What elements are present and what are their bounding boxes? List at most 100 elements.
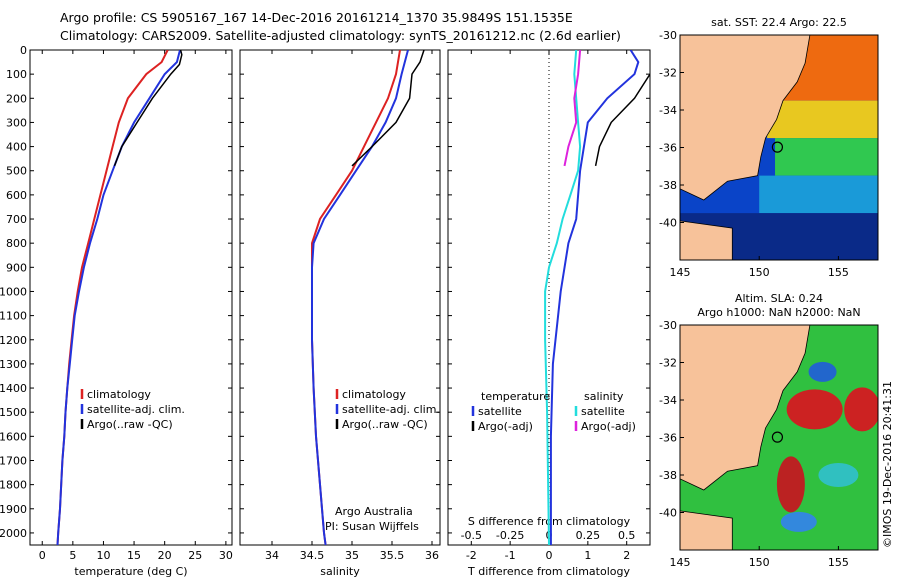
x-tick-label: -2 xyxy=(466,549,477,562)
land-tasmania xyxy=(680,510,733,550)
legend-title: temperature xyxy=(481,390,550,403)
land-australia xyxy=(680,325,811,491)
x-tick-label: 0 xyxy=(546,549,553,562)
y-tick-label: 700 xyxy=(6,213,27,226)
y-tick-label: 1000 xyxy=(0,285,27,298)
sla-low xyxy=(780,511,817,532)
x-tick-label: 30 xyxy=(219,549,233,562)
legend-label: Argo(-adj) xyxy=(478,420,533,433)
y-tick-label: -34 xyxy=(659,394,677,407)
argo-position-marker xyxy=(771,431,784,443)
legend-label: Argo(..raw -QC) xyxy=(342,418,428,431)
series-argo-raw-qc- xyxy=(113,50,183,167)
series-salinity-argo-adj- xyxy=(563,50,582,167)
series-satellite-adj-clim- xyxy=(311,50,409,545)
x-tick-label: 34 xyxy=(265,549,279,562)
x-tick-label: -1 xyxy=(505,549,516,562)
y-tick-label: 1300 xyxy=(0,358,27,371)
s-tick-label: 0.25 xyxy=(576,529,601,542)
argo-position-marker xyxy=(771,141,784,153)
sla-high xyxy=(786,389,843,430)
x-tick-label: 25 xyxy=(188,549,202,562)
x-tick-label: 35.5 xyxy=(380,549,405,562)
x-tick-label: 0 xyxy=(39,549,46,562)
s-tick-label: -0.5 xyxy=(461,529,482,542)
land-australia xyxy=(680,35,811,201)
series-satellite-adj-clim- xyxy=(56,50,181,545)
s-tick-label: -0.25 xyxy=(496,529,524,542)
x-tick-label: 155 xyxy=(828,556,849,569)
x-tick-label: 155 xyxy=(828,266,849,279)
map-sla_map: -30 -32 -34 -36 -38 -40 145 150 155 Altim. SLA: 0… xyxy=(659,292,879,569)
legend-label: satellite-adj. clim. xyxy=(87,403,185,416)
series-temperature-satellite xyxy=(549,50,640,545)
panel-frame xyxy=(29,49,233,546)
y-tick-label: 1800 xyxy=(0,479,27,492)
panel-difference: -2 -1 0 1 2 T difference from climatology -0.5… xyxy=(447,49,651,578)
y-tick-label: -36 xyxy=(659,432,677,445)
legend-label: satellite-adj. clim. xyxy=(342,403,440,416)
panel-frame xyxy=(239,49,441,546)
y-tick-label: -34 xyxy=(659,104,677,117)
y-tick-label: 900 xyxy=(6,261,27,274)
x-tick-label: 35 xyxy=(345,549,359,562)
x-tick-label: 2 xyxy=(623,549,630,562)
legend-label: Argo(-adj) xyxy=(581,420,636,433)
y-tick-label: -40 xyxy=(659,507,677,520)
map-title: sat. SST: 22.4 Argo: 22.5 xyxy=(711,16,847,29)
y-tick-label: -38 xyxy=(659,179,677,192)
imos-timestamp: ©IMOS 19-Dec-2016 20:41:31 xyxy=(881,381,894,548)
x-tick-label: 1 xyxy=(584,549,591,562)
y-tick-label: 200 xyxy=(6,92,27,105)
y-tick-label: 1600 xyxy=(0,430,27,443)
y-tick-label: -32 xyxy=(659,357,677,370)
legend-label: Argo(..raw -QC) xyxy=(87,418,173,431)
panel-salinity: 34 34.5 35 35.5 36 salinity climatology satelli… xyxy=(239,49,441,578)
y-tick-label: 500 xyxy=(6,165,27,178)
map-field xyxy=(680,325,878,550)
map-field xyxy=(680,35,878,260)
legend-label: climatology xyxy=(87,388,151,401)
x-tick-label: 150 xyxy=(749,266,770,279)
x-tick-label: 10 xyxy=(96,549,110,562)
x-axis-label: salinity xyxy=(320,565,360,578)
y-tick-label: -40 xyxy=(659,217,677,230)
y-tick-label: -30 xyxy=(659,319,677,332)
sla-low xyxy=(818,463,859,487)
map-sst_map: -30 -32 -34 -36 -38 -40 145 150 155 sat. SST: 22.… xyxy=(659,16,879,279)
y-tick-label: 300 xyxy=(6,116,27,129)
series-argo-raw-qc- xyxy=(351,50,425,167)
sla-high xyxy=(776,456,805,513)
x-axis-label: T difference from climatology xyxy=(467,565,630,578)
y-tick-label: 1900 xyxy=(0,503,27,516)
series-temperature-argo-adj- xyxy=(594,50,650,167)
x-tick-label: 15 xyxy=(127,549,141,562)
y-tick-label: 0 xyxy=(20,44,27,57)
note-line: PI: Susan Wijffels xyxy=(325,520,419,533)
land-tasmania xyxy=(680,220,733,260)
x-tick-label: 34.5 xyxy=(300,549,325,562)
y-tick-label: 800 xyxy=(6,237,27,250)
mid-water xyxy=(767,100,878,139)
chart-title-line2: Climatology: CARS2009. Satellite-adjuste… xyxy=(60,28,621,43)
cold-water xyxy=(759,175,878,214)
cool-water xyxy=(775,138,878,176)
series-salinity-satellite xyxy=(544,50,582,545)
legend-label: satellite xyxy=(581,405,625,418)
x-axis-label: temperature (deg C) xyxy=(74,565,187,578)
y-tick-label: 1500 xyxy=(0,406,27,419)
y-tick-label: 1700 xyxy=(0,454,27,467)
y-tick-label: 100 xyxy=(6,68,27,81)
y-tick-label: 1100 xyxy=(0,310,27,323)
sla-low xyxy=(808,361,837,382)
legend-label: climatology xyxy=(342,388,406,401)
y-tick-label: -36 xyxy=(659,142,677,155)
s-tick-label: 0.5 xyxy=(618,529,636,542)
y-tick-label: -30 xyxy=(659,29,677,42)
x-tick-label: 36 xyxy=(425,549,439,562)
y-tick-label: 1200 xyxy=(0,334,27,347)
y-tick-label: 600 xyxy=(6,189,27,202)
x-tick-label: 145 xyxy=(670,266,691,279)
y-tick-label: -38 xyxy=(659,469,677,482)
